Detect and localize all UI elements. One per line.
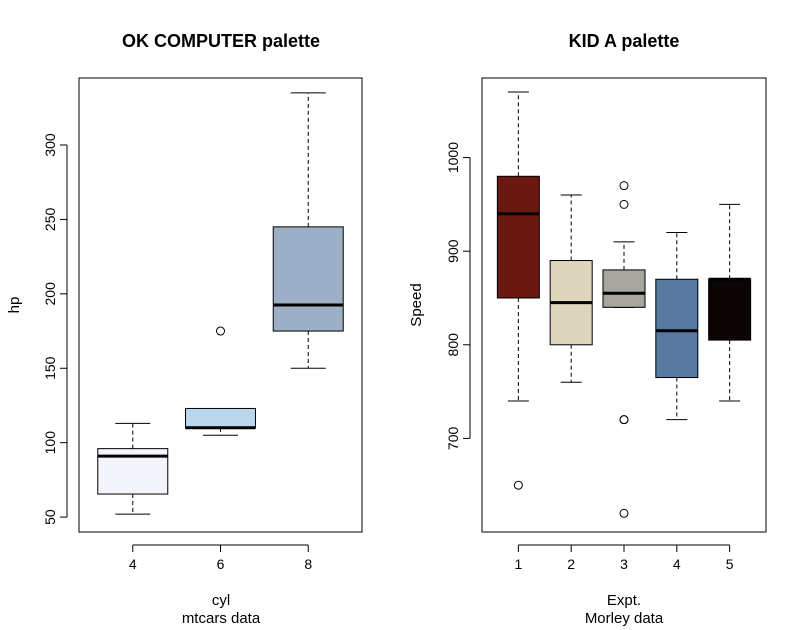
boxplot-4: [97, 422, 169, 515]
x-axis-label: Expt.: [607, 592, 641, 609]
outlier-point: [619, 508, 629, 518]
x-axis-label: cyl: [212, 592, 230, 609]
box-iqr: [272, 226, 344, 332]
plot-frame: [78, 77, 363, 533]
outlier-point: [513, 480, 523, 490]
box-iqr: [185, 407, 256, 429]
y-tick-label: 1000: [445, 142, 461, 173]
y-tick-label: 300: [42, 133, 58, 157]
y-tick-label: 700: [445, 426, 461, 450]
y-axis: 700 800 900 1000: [445, 142, 471, 450]
panel-ok-computer: OK COMPUTER palette 50 100 150 200 250 300 4 6…: [6, 31, 363, 627]
y-tick-label: 250: [42, 208, 58, 232]
boxplot-8: [272, 92, 344, 369]
outlier-point: [619, 415, 629, 425]
box-iqr: [496, 175, 540, 299]
box-iqr: [602, 269, 646, 308]
outlier-point: [619, 199, 629, 209]
x-axis-sublabel: mtcars data: [182, 610, 261, 627]
y-tick-label: 200: [42, 282, 58, 306]
x-axis: 4 6 8: [129, 544, 312, 572]
x-tick-label: 6: [217, 556, 225, 572]
x-axis: 1 2 3 4 5: [514, 544, 734, 572]
x-tick-label: 4: [673, 556, 681, 572]
x-tick-label: 4: [129, 556, 137, 572]
chart-title: KID A palette: [569, 31, 680, 51]
box-iqr: [655, 278, 699, 379]
y-tick-label: 900: [445, 239, 461, 263]
y-axis-label: hp: [6, 297, 23, 314]
boxplots: [97, 92, 344, 515]
boxplot-2: [549, 194, 593, 383]
chart-title: OK COMPUTER palette: [122, 31, 320, 51]
x-tick-label: 5: [726, 556, 734, 572]
x-tick-label: 1: [514, 556, 522, 572]
y-axis-label: Speed: [408, 283, 425, 326]
boxplots: [496, 91, 752, 518]
x-axis-sublabel: Morley data: [585, 610, 664, 627]
y-tick-label: 150: [42, 356, 58, 380]
boxplot-1: [496, 91, 540, 490]
boxplot-5: [708, 203, 752, 402]
y-axis: 50 100 150 200 250 300: [42, 133, 68, 525]
y-tick-label: 800: [445, 333, 461, 357]
y-tick-label: 50: [42, 509, 58, 525]
plot-frame: [481, 77, 767, 533]
outlier-point: [216, 326, 225, 336]
boxplot-4: [655, 231, 699, 421]
outlier-point: [619, 181, 629, 191]
x-tick-label: 2: [567, 556, 575, 572]
x-tick-label: 8: [304, 556, 312, 572]
y-tick-label: 100: [42, 431, 58, 455]
boxplot-3: [602, 181, 646, 518]
boxplot-6: [185, 326, 256, 436]
x-tick-label: 3: [620, 556, 628, 572]
box-iqr: [708, 278, 752, 341]
